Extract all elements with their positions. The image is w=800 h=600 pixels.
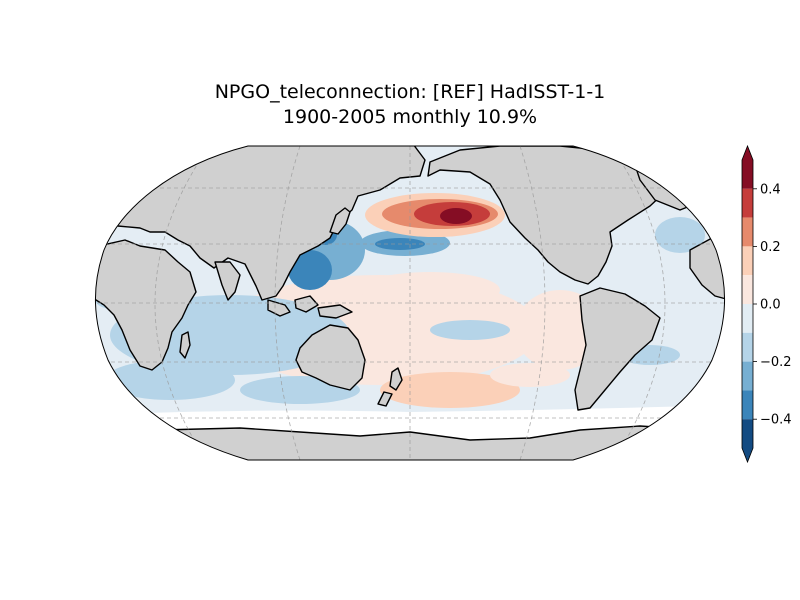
gridline-lon xyxy=(154,159,201,451)
north-america-land xyxy=(427,146,666,285)
new-zealand-land xyxy=(377,367,403,407)
colorbar-bin xyxy=(742,332,753,362)
colorbar: 0.4 0.2 0.0 −0.2 −0.4 xyxy=(741,144,792,464)
colorbar-tick-label: −0.4 xyxy=(760,413,792,428)
gridline-lon xyxy=(619,159,666,451)
anomaly-patch xyxy=(380,372,520,408)
colorbar-bin xyxy=(742,246,753,276)
gridlines xyxy=(95,146,725,460)
india-land xyxy=(214,261,241,301)
anomaly-patch xyxy=(430,320,510,340)
map-area xyxy=(95,146,725,460)
colorbar-bin xyxy=(742,390,753,420)
japan-land xyxy=(329,207,351,235)
anomaly-patch xyxy=(105,360,235,400)
eurasia-land xyxy=(95,146,426,301)
madagascar-land xyxy=(179,331,191,359)
colorbar-extend-max xyxy=(742,146,753,160)
anomaly-patch xyxy=(288,250,332,290)
colorbar-bin xyxy=(742,160,753,189)
plot-subtitle: 1900-2005 monthly 10.9% xyxy=(282,106,538,128)
south-america-land xyxy=(574,287,661,411)
colorbar-tick-label: 0.4 xyxy=(760,182,781,197)
colorbar-bin xyxy=(742,188,753,218)
colorbar-extend-min xyxy=(742,448,753,462)
colorbar-outline xyxy=(741,144,754,464)
gridline-lon xyxy=(274,146,301,460)
colorbar-tick-label: 0.0 xyxy=(760,298,781,313)
anomaly-patch xyxy=(440,208,472,224)
colorbar-bin xyxy=(742,361,753,391)
colorbar-bin xyxy=(742,304,753,333)
indonesia-land xyxy=(267,295,353,319)
colorbar-tick-label: 0.2 xyxy=(760,240,781,255)
anomaly-patch xyxy=(490,363,570,387)
anomaly-patch xyxy=(360,272,500,308)
africa-land xyxy=(95,239,197,371)
australia-land xyxy=(295,324,366,391)
globe-outline xyxy=(94,145,726,461)
land-masses xyxy=(95,146,725,460)
colorbar-bin xyxy=(742,217,753,247)
gridline-lon xyxy=(519,146,546,460)
colorbar-bin xyxy=(742,419,753,448)
colorbar-bin xyxy=(742,275,753,304)
plot-title: NPGO_teleconnection: [REF] HadISST-1-1 xyxy=(214,81,606,103)
colorbar-tick-label: −0.2 xyxy=(760,355,792,370)
anomaly-field xyxy=(95,175,705,408)
